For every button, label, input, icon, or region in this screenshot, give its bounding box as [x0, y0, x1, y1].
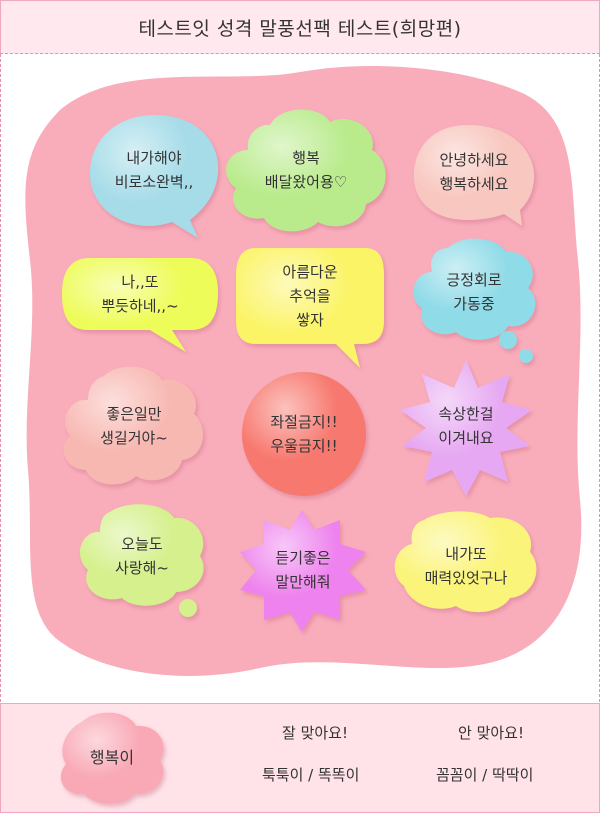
cloud-bubble-2 [226, 109, 386, 232]
match-title: 잘 맞아요! [282, 724, 348, 742]
bubble-1-text: 내가해야 비로소완벽,, [114, 149, 194, 191]
star-bubble-11 [240, 510, 366, 632]
mismatch-value: 꼼꼼이 / 딱딱이 [436, 766, 534, 784]
speech-bubble-5 [236, 248, 384, 368]
title-bar: 테스트잇 성격 말풍선팩 테스트(희망편) [0, 0, 600, 54]
bubble-4-text: 나,,또 뿌듯하네,,~ [101, 273, 179, 315]
speech-bubble-1 [89, 115, 219, 238]
bubble-3-text: 안녕하세요 행복하세요 [439, 151, 509, 193]
bubble-12-text: 내가또 매력있엇구나 [424, 545, 508, 587]
bubble-2-text: 행복 배달왔어용♡ [264, 149, 348, 191]
mismatch-title: 안 맞아요! [458, 724, 524, 742]
round-bubble-8 [242, 372, 366, 496]
bubble-6-text: 긍정회로 가동중 [446, 271, 502, 313]
bubble-8-text: 좌절금지!! 우울금지!! [270, 413, 338, 455]
result-bubble [60, 712, 164, 804]
result-name: 행복이 [89, 748, 135, 767]
star-bubble-9 [400, 360, 532, 496]
bubble-7-text: 좋은일만 생길거야~ [100, 405, 168, 447]
cloud-bubble-7 [63, 366, 204, 485]
match-value: 툭툭이 / 똑똑이 [262, 766, 360, 784]
bubble-10-text: 오늘도 사랑해~ [115, 535, 169, 577]
cloud-bubble-12 [394, 511, 537, 613]
speech-bubble-3 [413, 125, 535, 226]
speech-bubble-4 [62, 258, 218, 352]
bubble-11-text: 듣기좋은 말만해줘 [275, 549, 331, 591]
bubble-5-text: 아름다운 추억을 쌓자 [282, 263, 338, 329]
cloud-bubble-6 [413, 238, 536, 363]
cloud-bubble-10 [79, 504, 204, 617]
bubble-9-text: 속상한걸 이겨내요 [438, 405, 494, 447]
page-title: 테스트잇 성격 말풍선팩 테스트(희망편) [138, 17, 462, 40]
